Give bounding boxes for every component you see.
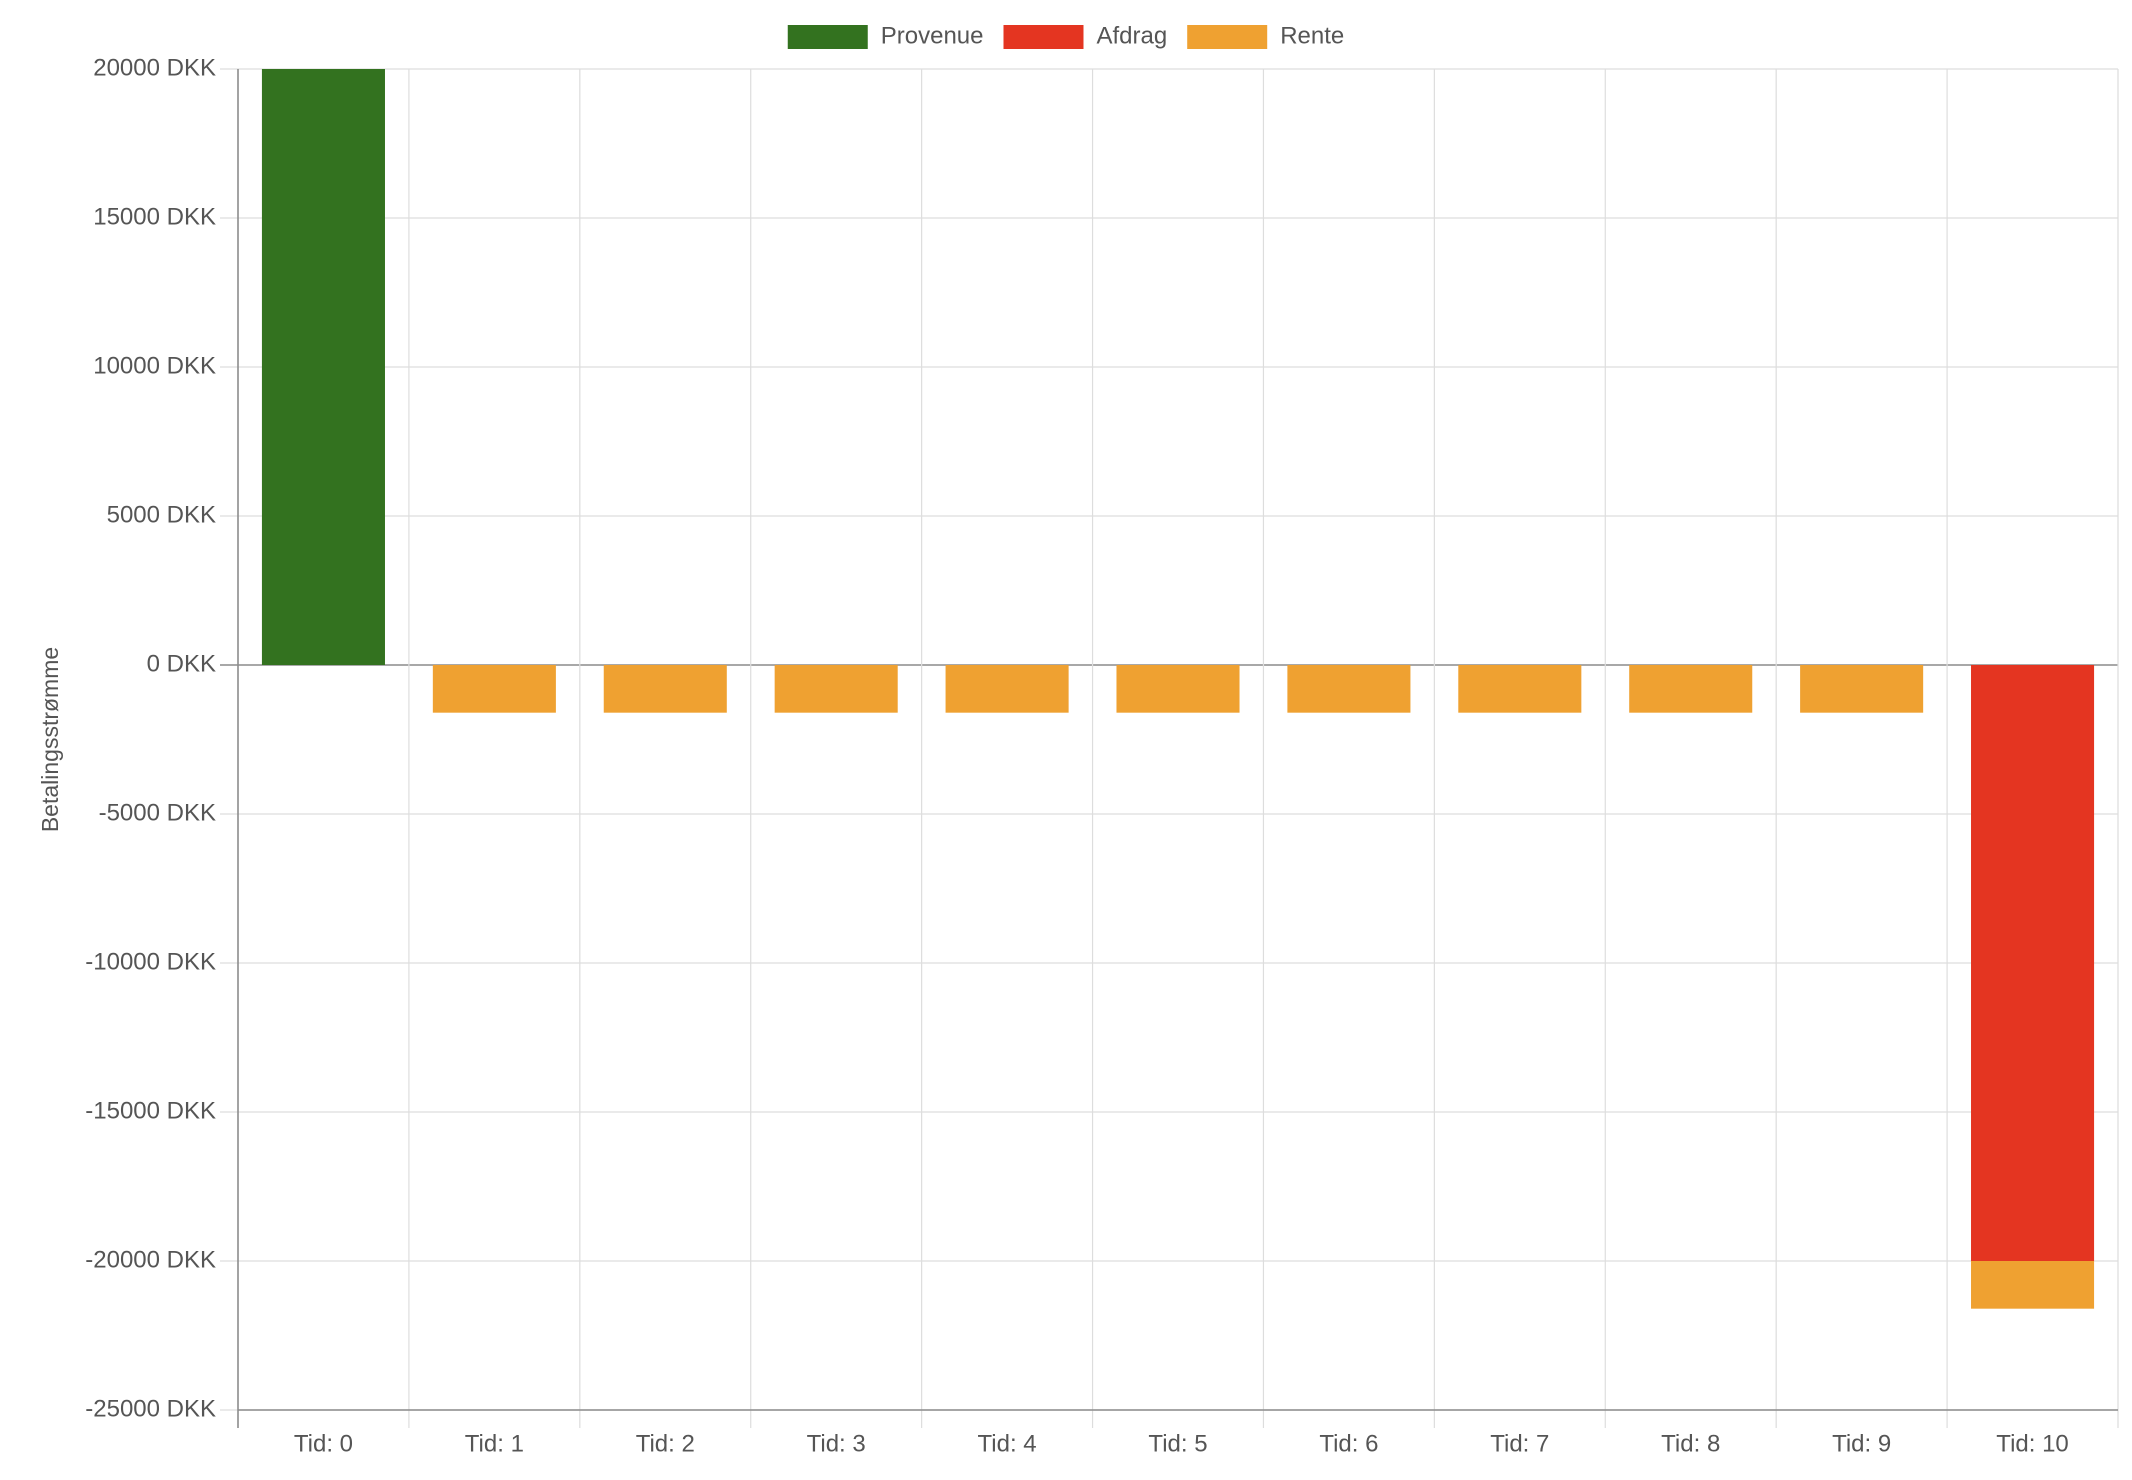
legend[interactable]: Provenue Afdrag Rente [787, 22, 1344, 49]
legend-item-provenue[interactable]: Provenue [787, 22, 984, 49]
grid-lines [220, 68, 2119, 1428]
legend-swatch [787, 25, 868, 49]
x-tick-label: Tid: 0 [294, 1430, 353, 1457]
x-tick-label: Tid: 3 [807, 1430, 866, 1457]
x-tick-label: Tid: 1 [465, 1430, 524, 1457]
x-tick-label: Tid: 9 [1832, 1430, 1891, 1457]
bar-provenue-0[interactable] [261, 69, 385, 665]
bar-rente-1[interactable] [432, 665, 556, 713]
y-tick-label: 5000 DKK [107, 501, 216, 528]
x-tick-label: Tid: 8 [1661, 1430, 1720, 1457]
y-tick-label: -25000 DKK [85, 1395, 216, 1422]
x-tick-label: Tid: 6 [1319, 1430, 1378, 1457]
y-tick-label: 20000 DKK [93, 54, 216, 81]
legend-label: Afdrag [1096, 22, 1167, 49]
bar-rente-6[interactable] [1287, 665, 1411, 713]
bar-rente-8[interactable] [1629, 665, 1753, 713]
bars [261, 69, 2095, 1309]
legend-label: Provenue [881, 22, 984, 49]
legend-item-afdrag[interactable]: Afdrag [1003, 22, 1167, 49]
bar-rente-7[interactable] [1458, 665, 1582, 713]
bar-afdrag-10[interactable] [1971, 665, 2095, 1261]
bar-rente-3[interactable] [774, 665, 898, 713]
y-tick-label: 0 DKK [147, 650, 216, 677]
bar-rente-10[interactable] [1971, 1261, 2095, 1309]
x-tick-label: Tid: 2 [636, 1430, 695, 1457]
y-tick-label: 10000 DKK [93, 352, 216, 379]
y-tick-label: 15000 DKK [93, 203, 216, 230]
y-tick-label: -5000 DKK [99, 799, 216, 826]
x-tick-label: Tid: 7 [1490, 1430, 1549, 1457]
legend-item-rente[interactable]: Rente [1187, 22, 1344, 49]
x-tick-label: Tid: 10 [1996, 1430, 2068, 1457]
bar-rente-4[interactable] [945, 665, 1069, 713]
y-tick-label: -10000 DKK [85, 948, 216, 975]
y-tick-label: -20000 DKK [85, 1246, 216, 1273]
bar-rente-2[interactable] [603, 665, 727, 713]
axes: 20000 DKK 15000 DKK 10000 DKK 5000 DKK 0 DKK… [85, 54, 2118, 1457]
bar-rente-5[interactable] [1116, 665, 1240, 713]
legend-swatch [1187, 25, 1268, 49]
legend-label: Rente [1280, 22, 1344, 49]
legend-swatch [1003, 25, 1084, 49]
x-tick-label: Tid: 4 [978, 1430, 1037, 1457]
bar-rente-9[interactable] [1800, 665, 1924, 713]
x-tick-label: Tid: 5 [1148, 1430, 1207, 1457]
y-axis-title: Betalingsstrømme [37, 647, 63, 832]
y-tick-label: -15000 DKK [85, 1097, 216, 1124]
